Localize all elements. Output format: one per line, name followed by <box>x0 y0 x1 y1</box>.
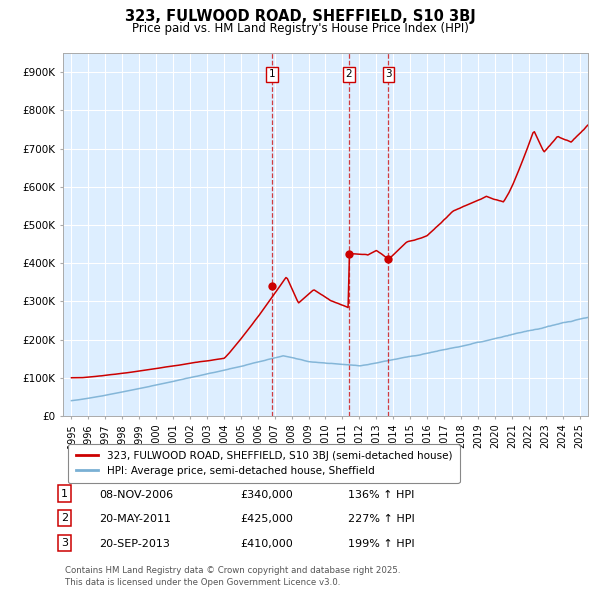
Text: 1: 1 <box>61 489 68 499</box>
Text: £340,000: £340,000 <box>240 490 293 500</box>
Text: £425,000: £425,000 <box>240 514 293 525</box>
Text: Price paid vs. HM Land Registry's House Price Index (HPI): Price paid vs. HM Land Registry's House … <box>131 22 469 35</box>
Text: Contains HM Land Registry data © Crown copyright and database right 2025.
This d: Contains HM Land Registry data © Crown c… <box>65 566 400 587</box>
Text: 2: 2 <box>61 513 68 523</box>
Text: 1: 1 <box>269 70 275 80</box>
Text: 20-MAY-2011: 20-MAY-2011 <box>99 514 171 525</box>
Text: 3: 3 <box>61 538 68 548</box>
Text: £410,000: £410,000 <box>240 539 293 549</box>
Text: 2: 2 <box>346 70 352 80</box>
Text: 199% ↑ HPI: 199% ↑ HPI <box>348 539 415 549</box>
Text: 08-NOV-2006: 08-NOV-2006 <box>99 490 173 500</box>
Text: 136% ↑ HPI: 136% ↑ HPI <box>348 490 415 500</box>
Text: 3: 3 <box>385 70 392 80</box>
Text: 227% ↑ HPI: 227% ↑ HPI <box>348 514 415 525</box>
Text: 323, FULWOOD ROAD, SHEFFIELD, S10 3BJ: 323, FULWOOD ROAD, SHEFFIELD, S10 3BJ <box>125 9 475 24</box>
Legend: 323, FULWOOD ROAD, SHEFFIELD, S10 3BJ (semi-detached house), HPI: Average price,: 323, FULWOOD ROAD, SHEFFIELD, S10 3BJ (s… <box>68 444 460 483</box>
Text: 20-SEP-2013: 20-SEP-2013 <box>99 539 170 549</box>
